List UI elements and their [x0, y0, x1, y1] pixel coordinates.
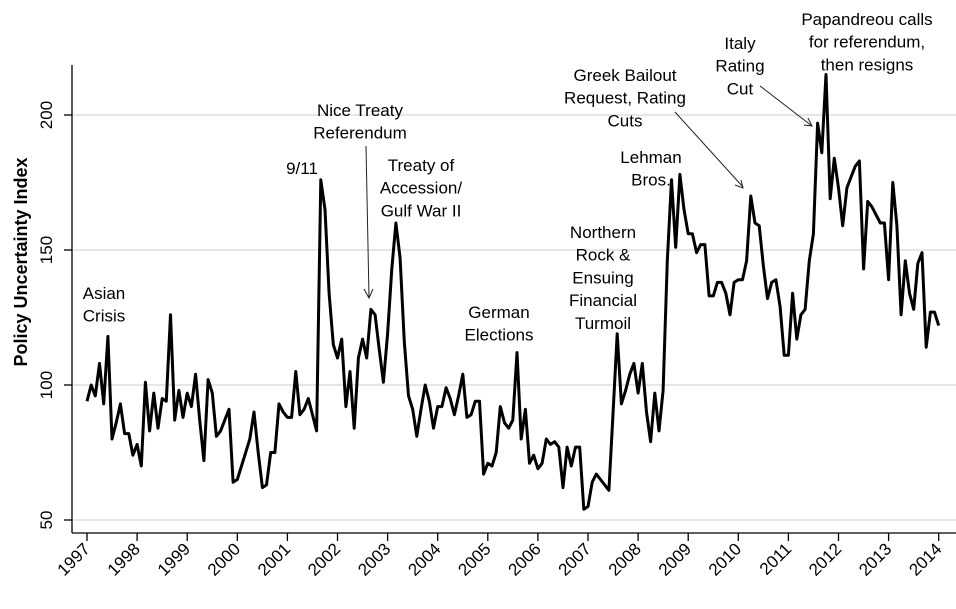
- annotation: Papandreou calls for referendum, then resi…: [801, 10, 932, 74]
- annotation-text: Cuts: [608, 111, 643, 130]
- y-axis-label: Policy Uncertainty Index: [11, 157, 31, 366]
- x-tick-label: 2003: [354, 539, 394, 579]
- x-tick-label: 2002: [304, 539, 344, 579]
- x-tick-label: 2006: [505, 539, 545, 579]
- x-tick-label: 2013: [855, 539, 895, 579]
- x-tick-label: 2005: [454, 539, 494, 579]
- annotation-text: Rating: [715, 57, 764, 76]
- y-tick-label: 100: [37, 371, 56, 399]
- annotation: Treaty of Accession/Gulf War II: [380, 156, 462, 220]
- annotation-text: Treaty of: [388, 156, 455, 175]
- y-tick-label: 150: [37, 236, 56, 264]
- annotation-text: German: [468, 303, 529, 322]
- x-tick-label: 2011: [756, 539, 795, 578]
- annotation-text: Italy: [724, 34, 756, 53]
- annotation: Italy Rating Cut: [715, 34, 764, 98]
- x-tick-label: 1998: [104, 539, 144, 579]
- annotation: 9/11: [286, 159, 318, 178]
- arrow-greek-bailout: [675, 112, 743, 187]
- x-tick-label: 1997: [54, 539, 94, 579]
- x-tick-label: 1999: [154, 539, 194, 579]
- annotation-text: Rock &: [576, 246, 631, 265]
- x-tick-label: 2004: [404, 539, 444, 579]
- annotation: Nice Treaty Referendum: [313, 101, 407, 143]
- annotation-text: Lehman: [620, 148, 681, 167]
- annotation-text: 9/11: [286, 159, 318, 178]
- y-tick-label: 50: [37, 511, 56, 530]
- series-points: [87, 74, 939, 509]
- annotation-text: Cut: [727, 79, 754, 98]
- x-tick-label: 2007: [555, 539, 595, 579]
- annotation-text: Northern: [570, 223, 636, 242]
- x-tick-label: 2014: [905, 539, 945, 579]
- annotation-text: Financial: [569, 291, 637, 310]
- annotation-text: Ensuing: [572, 268, 633, 287]
- x-tick-label: 2001: [254, 539, 294, 579]
- annotation: Asian Crisis: [83, 284, 126, 326]
- annotation-text: Greek Bailout: [574, 66, 677, 85]
- annotation-text: Referendum: [313, 124, 407, 143]
- y-ticks: 50 100 150 200: [37, 101, 72, 530]
- arrow-italy: [760, 86, 812, 126]
- annotation-text: Asian: [83, 284, 126, 303]
- arrowhead-icon: [735, 180, 743, 188]
- x-tick-label: 2008: [605, 539, 645, 579]
- annotation-text: Crisis: [83, 307, 126, 326]
- series-line: [87, 75, 939, 510]
- annotation-text: Papandreou calls: [801, 10, 932, 29]
- annotation-text: Bros.: [631, 171, 671, 190]
- y-tick-label: 200: [37, 101, 56, 129]
- x-tick-label: 2009: [655, 539, 695, 579]
- annotation: Greek Bailout Request, Rating Cuts: [564, 66, 686, 130]
- x-tick-label: 2012: [805, 539, 845, 579]
- arrow-nice-treaty: [366, 146, 369, 297]
- annotation-text: for referendum,: [809, 33, 925, 52]
- annotation: Northern Rock & Ensuing Financial Turmoil: [569, 223, 637, 333]
- annotation: German Elections: [465, 303, 534, 345]
- annotation-text: Turmoil: [575, 314, 631, 333]
- annotation-text: Accession/: [380, 179, 462, 198]
- annotation-text: then resigns: [821, 55, 914, 74]
- annotation-text: Request, Rating: [564, 89, 686, 108]
- x-tick-label: 2000: [204, 539, 244, 579]
- x-tick-label: 2010: [705, 539, 745, 579]
- annotation-text: Nice Treaty: [317, 101, 403, 120]
- annotation-text: Elections: [465, 326, 534, 345]
- annotation-text: Gulf War II: [381, 201, 462, 220]
